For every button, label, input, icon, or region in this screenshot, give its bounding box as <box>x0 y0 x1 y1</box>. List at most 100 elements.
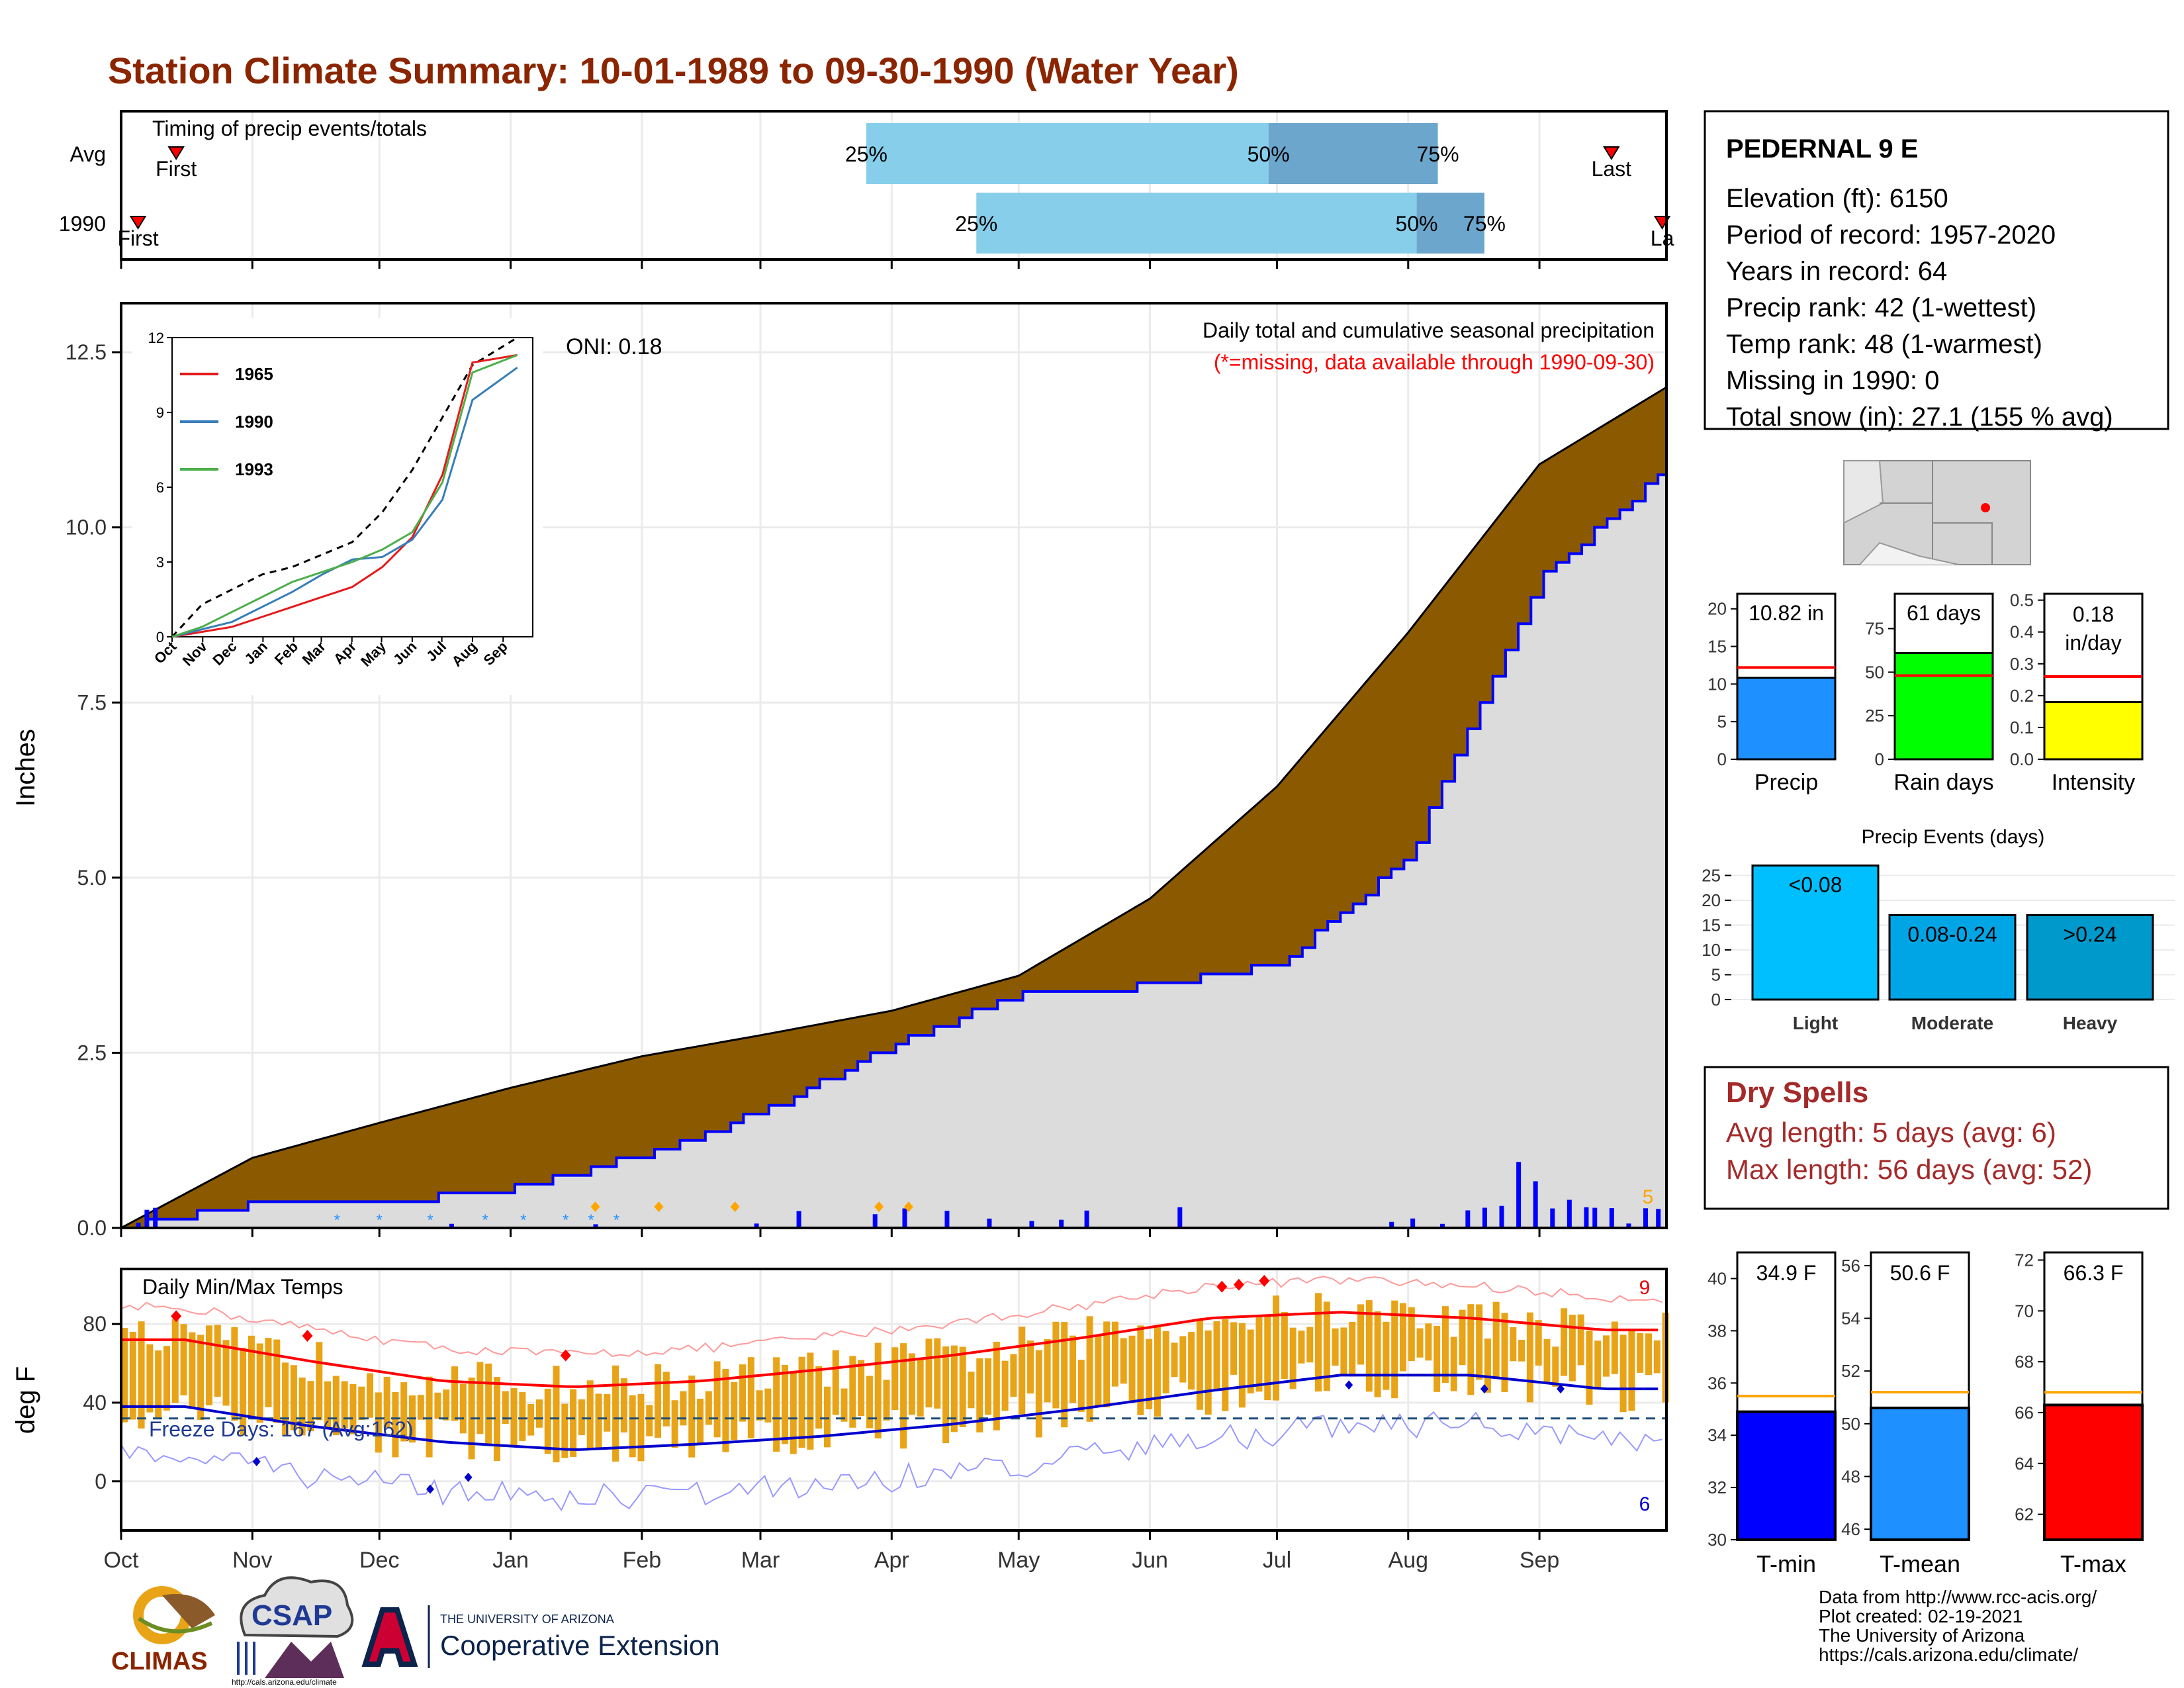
events-ytick: 25 <box>1702 866 1721 886</box>
temp-summary-ytick: 30 <box>1707 1530 1727 1550</box>
daily-temp-bar <box>731 1382 738 1440</box>
precip-ytick: 0.0 <box>77 1216 107 1240</box>
daily-temp-bar <box>1526 1312 1533 1403</box>
daily-temp-bar <box>1264 1317 1271 1401</box>
daily-temp-bar <box>443 1389 450 1421</box>
snow-marker: * <box>377 1211 383 1229</box>
dry-spells-title: Dry Spells <box>1726 1076 1868 1109</box>
daily-temp-bar <box>1273 1295 1280 1401</box>
timing-panel: 25% 50% 75% First Last 25% 50% 75% First La Timin… <box>59 110 1674 261</box>
daily-precip-bar <box>1499 1205 1504 1228</box>
mini-bar-ytick: 5 <box>1717 712 1727 731</box>
daily-temp-bar <box>1357 1304 1364 1365</box>
daily-temp-bar <box>985 1358 992 1415</box>
x-month-label: Sep <box>1520 1548 1560 1573</box>
record-min-line <box>120 1411 1662 1512</box>
station-info-line: Period of record: 1957-2020 <box>1726 220 2056 250</box>
daily-temp-bar <box>138 1321 145 1429</box>
year-cumulative-area <box>121 473 1668 1229</box>
record-high-marker <box>1216 1280 1228 1293</box>
daily-temp-bar <box>1416 1328 1424 1358</box>
daily-temp-bar <box>1128 1335 1136 1403</box>
footer-line: Plot created: 02-19-2021 <box>1819 1606 2023 1626</box>
daily-precip-bar <box>1609 1208 1614 1228</box>
daily-temp-bar <box>1238 1323 1246 1408</box>
temp-summary-ytick: 56 <box>1841 1256 1860 1276</box>
daily-temp-bar <box>231 1327 238 1421</box>
mini-bar-ytick: 0.5 <box>2010 590 2034 610</box>
daily-temp-bar <box>747 1357 754 1438</box>
daily-precip-bar <box>1084 1210 1089 1228</box>
timing-panel-label: Timing of precip events/totals <box>152 117 427 140</box>
daily-temp-bar <box>1561 1308 1568 1376</box>
csap-logo-text: CSAP <box>251 1599 332 1632</box>
daily-temp-bar <box>798 1356 805 1448</box>
daily-temp-bar <box>1188 1332 1195 1390</box>
temp-summary-bar <box>1736 1410 1837 1541</box>
daily-temp-bar <box>248 1335 255 1419</box>
daily-temp-bar <box>655 1364 662 1438</box>
last-event-label: La <box>1651 226 1674 250</box>
precip-ytick: 12.5 <box>66 340 107 364</box>
record-max-line <box>120 1276 1662 1357</box>
inset-legend-label: 1965 <box>235 364 273 384</box>
climas-logo-text: CLIMAS <box>111 1648 208 1675</box>
missing-note: (*=missing, data available through 1990-… <box>1214 350 1655 374</box>
temp-summary-bar <box>2043 1403 2144 1541</box>
daily-temp-bar <box>1298 1331 1305 1364</box>
daily-temp-bar <box>570 1389 577 1457</box>
daily-precip-bar <box>1177 1207 1183 1228</box>
timing-p50-label: 50% <box>1396 212 1438 236</box>
x-month-label: Nov <box>232 1548 272 1573</box>
record-low-marker <box>1557 1384 1565 1394</box>
avg-min-line <box>121 1374 1659 1451</box>
daily-temp-bar <box>993 1341 1000 1430</box>
x-month-label: Apr <box>874 1548 909 1573</box>
event-bar-label: <0.08 <box>1789 873 1843 897</box>
precip-ytick: 5.0 <box>77 866 107 890</box>
daily-temp-bar <box>1408 1307 1415 1361</box>
inset-ytick: 0 <box>156 629 164 645</box>
daily-temp-bar <box>688 1375 696 1458</box>
temp-summary-ytick: 32 <box>1707 1477 1727 1497</box>
daily-temp-bar <box>129 1331 136 1420</box>
dry-spells-avg: Avg length: 5 days (avg: 6) <box>1726 1117 2056 1148</box>
events-title: Precip Events (days) <box>1862 826 2045 848</box>
temp-summary-ytick: 62 <box>2015 1505 2034 1524</box>
daily-temp-bar <box>1103 1321 1111 1408</box>
events-ytick: 5 <box>1711 965 1721 985</box>
daily-temp-bar <box>189 1332 196 1408</box>
daily-temp-bar <box>1543 1338 1551 1382</box>
mini-bar-ytick: 0.2 <box>2010 686 2034 706</box>
temp-summary-label: T-mean <box>1880 1550 1960 1577</box>
snow-marker: * <box>563 1211 569 1229</box>
daily-temp-bar <box>1162 1331 1169 1393</box>
daily-temp-bar <box>968 1372 975 1409</box>
mini-bar-ytick: 75 <box>1865 619 1884 639</box>
max-record-count: 9 <box>1639 1277 1651 1299</box>
daily-precip-bar <box>136 1223 141 1228</box>
daily-temp-bar <box>722 1369 729 1452</box>
temp-summary-ytick: 50 <box>1841 1414 1860 1434</box>
mini-bar-ytick: 25 <box>1865 706 1884 726</box>
daily-temp-bar <box>1230 1322 1238 1375</box>
daily-temp-bar <box>697 1399 704 1444</box>
events-ytick: 10 <box>1702 940 1721 960</box>
temp-summary-label: T-max <box>2060 1550 2126 1577</box>
mini-bar-label: Precip <box>1754 770 1818 795</box>
daily-precip-bar <box>1439 1223 1445 1228</box>
daily-temp-bar <box>934 1338 941 1409</box>
inset-year-line <box>171 353 518 638</box>
daily-temp-bar <box>908 1353 915 1415</box>
daily-temp-bar <box>519 1392 526 1441</box>
daily-temp-bar <box>1518 1339 1525 1362</box>
daily-temp-bar <box>146 1344 154 1413</box>
daily-temp-bar <box>1146 1338 1153 1410</box>
daily-precip-bar <box>1567 1199 1572 1228</box>
daily-temp-bar <box>1077 1360 1085 1412</box>
daily-temp-bar <box>324 1381 332 1429</box>
temp-summary-ytick: 64 <box>2015 1454 2034 1474</box>
locator-map <box>1843 460 2031 565</box>
dry-spells-box: Dry Spells Avg length: 5 days (avg: 6) M… <box>1704 1066 2169 1210</box>
daily-temp-bar <box>891 1347 899 1410</box>
